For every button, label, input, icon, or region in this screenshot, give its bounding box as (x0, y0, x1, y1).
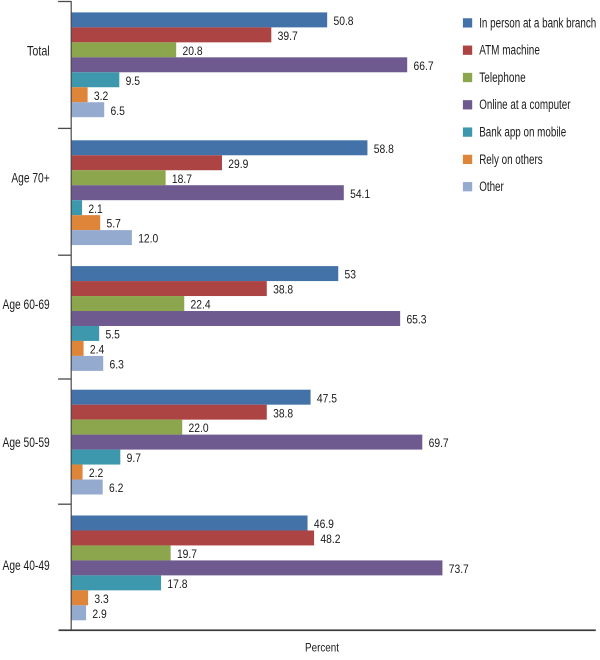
svg-text:9.7: 9.7 (127, 451, 142, 465)
svg-text:53: 53 (345, 268, 357, 282)
svg-text:12.0: 12.0 (138, 232, 158, 246)
svg-text:Online at a computer: Online at a computer (479, 97, 571, 112)
svg-text:Bank app on mobile: Bank app on mobile (479, 125, 566, 140)
svg-text:Percent: Percent (305, 641, 339, 655)
svg-text:38.8: 38.8 (273, 283, 293, 297)
svg-text:47.5: 47.5 (317, 391, 337, 405)
svg-text:38.8: 38.8 (273, 406, 293, 420)
svg-text:58.8: 58.8 (374, 142, 394, 156)
svg-text:Total: Total (27, 42, 50, 58)
svg-text:2.4: 2.4 (90, 343, 105, 357)
svg-text:29.9: 29.9 (228, 157, 248, 171)
svg-text:ATM machine: ATM machine (479, 43, 540, 58)
svg-text:5.5: 5.5 (105, 328, 120, 342)
svg-text:Age 50-59: Age 50-59 (3, 434, 50, 450)
svg-text:50.8: 50.8 (333, 14, 353, 28)
svg-text:Age 70+: Age 70+ (11, 169, 49, 185)
svg-text:54.1: 54.1 (350, 187, 370, 201)
svg-text:9.5: 9.5 (126, 74, 141, 88)
svg-text:3.2: 3.2 (94, 89, 109, 103)
svg-text:48.2: 48.2 (320, 532, 340, 546)
svg-text:6.2: 6.2 (109, 481, 124, 495)
svg-text:73.7: 73.7 (449, 562, 469, 576)
svg-text:6.5: 6.5 (111, 104, 126, 118)
svg-text:2.9: 2.9 (92, 607, 107, 621)
svg-text:Other: Other (479, 179, 504, 194)
svg-text:Age 60-69: Age 60-69 (3, 296, 50, 312)
svg-text:18.7: 18.7 (172, 172, 192, 186)
svg-text:3.3: 3.3 (94, 592, 109, 606)
svg-text:20.8: 20.8 (182, 44, 202, 58)
svg-text:39.7: 39.7 (278, 29, 298, 43)
svg-text:2.2: 2.2 (89, 466, 104, 480)
svg-text:46.9: 46.9 (314, 517, 334, 531)
svg-text:65.3: 65.3 (406, 313, 426, 327)
svg-text:22.0: 22.0 (189, 421, 209, 435)
svg-text:In person at a bank branch: In person at a bank branch (479, 15, 596, 30)
svg-text:6.3: 6.3 (110, 358, 125, 372)
svg-text:69.7: 69.7 (429, 436, 449, 450)
svg-text:66.7: 66.7 (414, 59, 434, 73)
svg-text:19.7: 19.7 (177, 547, 197, 561)
svg-text:17.8: 17.8 (167, 577, 187, 591)
svg-text:2.1: 2.1 (88, 202, 103, 216)
svg-text:Rely on others: Rely on others (479, 152, 543, 167)
svg-text:5.7: 5.7 (106, 217, 121, 231)
svg-text:Telephone: Telephone (479, 70, 526, 85)
svg-text:22.4: 22.4 (191, 298, 211, 312)
svg-text:Age 40-49: Age 40-49 (3, 557, 50, 573)
